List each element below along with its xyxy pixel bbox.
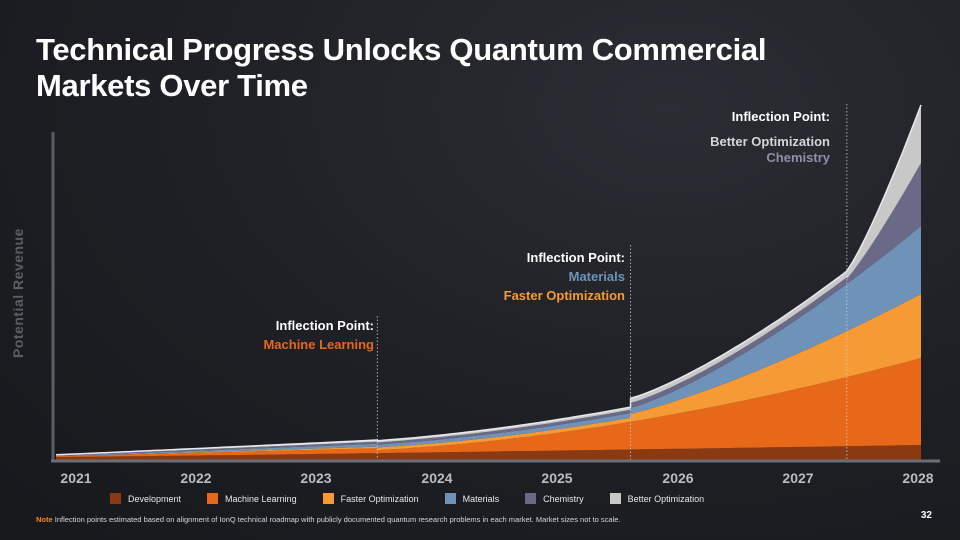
legend-swatch: [322, 493, 334, 504]
inflection-label-better-optimization-chemistry: Inflection Point: Better Optimization Ch…: [710, 107, 830, 166]
legend: Development Machine Learning Faster Opti…: [110, 493, 730, 504]
x-tick-label: 2023: [300, 470, 331, 486]
inflection-market: Better Optimization: [710, 134, 830, 149]
inflection-market: Chemistry: [766, 150, 830, 165]
legend-item-machine-learning: Machine Learning: [207, 493, 297, 504]
inflection-heading: Inflection Point:: [731, 109, 830, 124]
area-better-optimization: [56, 105, 921, 456]
inflection-heading: Inflection Point:: [275, 318, 374, 333]
area-development: [56, 445, 921, 460]
legend-swatch: [609, 493, 621, 504]
page-title: Technical Progress Unlocks Quantum Comme…: [36, 32, 767, 103]
legend-label: Development: [128, 493, 182, 504]
legend-swatch: [207, 493, 219, 504]
inflection-heading: Inflection Point:: [526, 250, 625, 265]
inflection-market: Materials: [568, 269, 625, 284]
x-tick-label: 2024: [421, 470, 452, 486]
legend-item-better-optimization: Better Optimization: [609, 493, 705, 504]
inflection-market: Machine Learning: [263, 337, 374, 352]
x-tick-label: 2025: [541, 470, 572, 486]
footnote-text: Inflection points estimated based on ali…: [54, 515, 621, 524]
legend-item-chemistry: Chemistry: [525, 493, 584, 504]
x-tick-label: 2026: [662, 470, 693, 486]
legend-swatch: [444, 493, 456, 504]
legend-label: Machine Learning: [225, 493, 297, 504]
legend-item-materials: Materials: [444, 493, 500, 504]
legend-item-faster-optimization: Faster Optimization: [322, 493, 419, 504]
legend-label: Better Optimization: [627, 493, 705, 504]
x-tick-label: 2022: [180, 470, 211, 486]
legend-swatch: [110, 493, 121, 504]
inflection-label-machine-learning: Inflection Point: Machine Learning: [263, 316, 374, 354]
legend-label: Faster Optimization: [340, 493, 419, 504]
inflection-label-materials-faster-optimization: Inflection Point: Materials Faster Optim…: [504, 248, 625, 305]
footnote: Note Inflection points estimated based o…: [36, 515, 620, 524]
inflection-market: Faster Optimization: [503, 288, 625, 303]
footnote-label: Note: [36, 515, 53, 524]
area-top-edge: [55, 104, 922, 456]
x-tick-label: 2028: [902, 470, 933, 486]
legend-label: Materials: [462, 493, 500, 504]
page-number: 32: [920, 510, 932, 521]
area-machine-learning: [56, 358, 921, 457]
legend-swatch: [525, 493, 537, 504]
legend-item-development: Development: [110, 493, 181, 504]
x-tick-label: 2021: [60, 470, 91, 486]
legend-label: Chemistry: [543, 493, 584, 504]
area-faster-optimization: [56, 294, 921, 457]
x-tick-label: 2027: [782, 470, 813, 486]
